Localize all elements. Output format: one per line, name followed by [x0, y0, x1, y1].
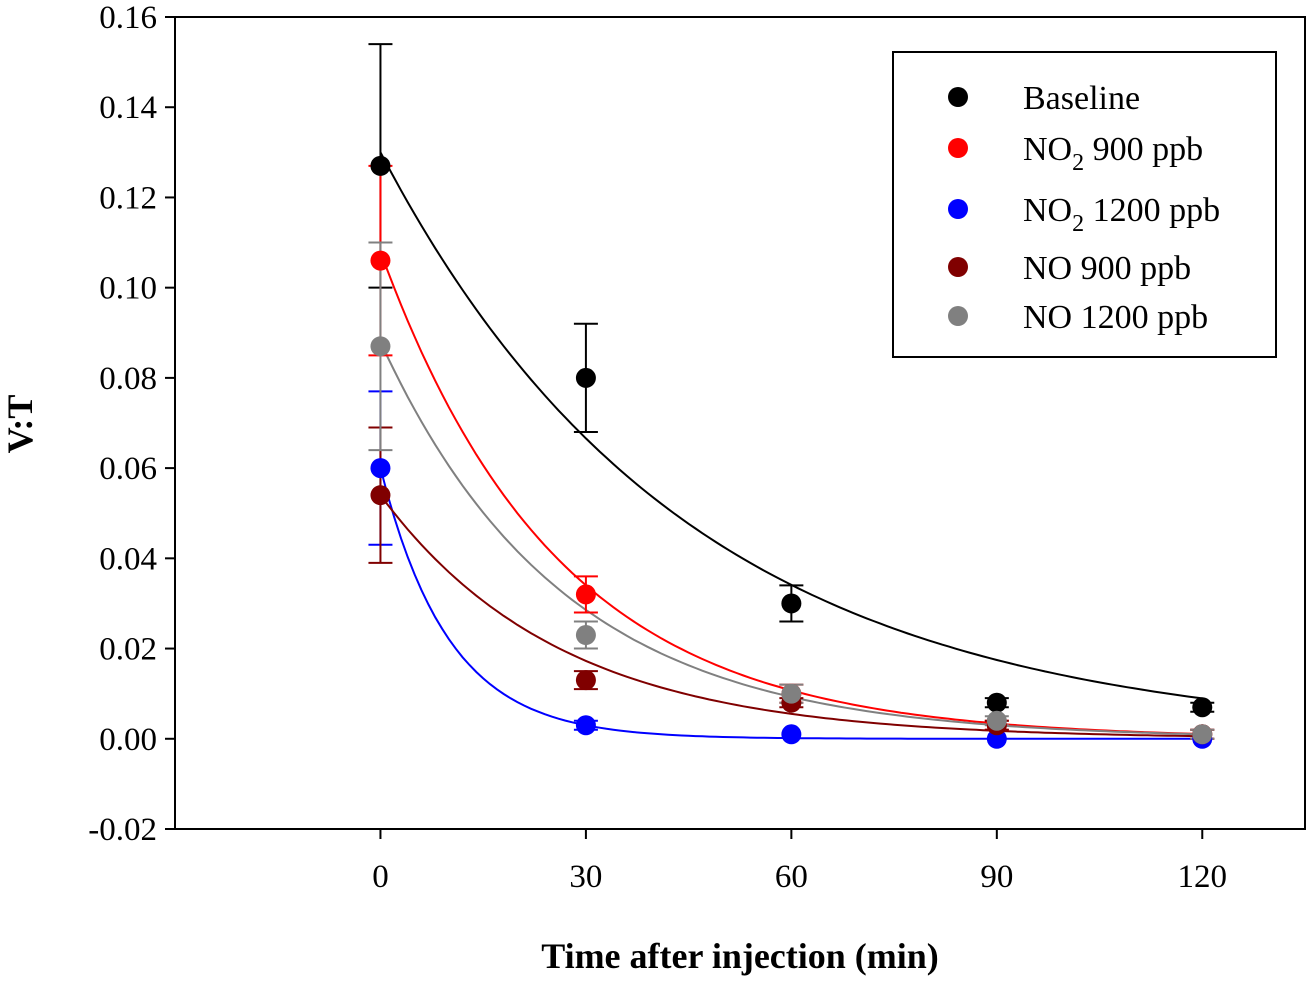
- data-point: [370, 155, 391, 176]
- data-point: [370, 336, 391, 357]
- fit-curve: [379, 341, 1203, 736]
- legend-marker: [948, 306, 968, 326]
- y-tick-label: 0.10: [99, 271, 157, 307]
- x-tick-label: 0: [372, 859, 389, 895]
- y-tick-label: 0.14: [99, 90, 157, 126]
- legend-label: NO2 900 ppb: [1023, 131, 1203, 176]
- x-axis-title: Time after injection (min): [541, 936, 939, 976]
- legend-marker: [948, 199, 968, 219]
- legend-label: NO 900 ppb: [1023, 250, 1191, 287]
- data-point: [370, 250, 391, 271]
- data-point: [370, 485, 391, 506]
- legend-label: NO 1200 ppb: [1023, 299, 1208, 336]
- plot-frame: [174, 16, 1306, 830]
- data-point: [986, 692, 1007, 713]
- legend-label: NO2 1200 ppb: [1023, 192, 1220, 237]
- fit-curve: [379, 494, 1203, 738]
- legend-marker: [948, 257, 968, 277]
- y-tick-label: -0.02: [88, 812, 157, 848]
- data-point: [1192, 724, 1213, 745]
- data-point: [575, 625, 596, 646]
- y-tick-label: 0.02: [99, 632, 157, 668]
- data-point: [1192, 697, 1213, 718]
- y-tick-label: 0.16: [99, 0, 157, 36]
- x-tick-label: 60: [775, 859, 808, 895]
- x-tick-label: 120: [1178, 859, 1228, 895]
- y-tick-label: 0.06: [99, 451, 157, 487]
- data-point: [575, 584, 596, 605]
- data-point: [575, 670, 596, 691]
- y-axis-title: V:T: [0, 395, 40, 454]
- data-point: [781, 724, 802, 745]
- y-tick-label: 0.12: [99, 180, 157, 216]
- legend-label: Baseline: [1023, 80, 1140, 117]
- y-tick-label: 0.04: [99, 541, 157, 577]
- data-point: [370, 458, 391, 479]
- y-tick-label: 0.00: [99, 722, 157, 758]
- legend-marker: [948, 138, 968, 158]
- data-point: [986, 710, 1007, 731]
- data-point: [575, 715, 596, 736]
- data-point: [575, 367, 596, 388]
- legend: Baseline NO2 900 ppb NO2 1200 ppb NO 900 pp…: [892, 51, 1277, 358]
- data-point: [781, 593, 802, 614]
- x-tick-label: 30: [569, 859, 602, 895]
- x-tick-label: 90: [980, 859, 1013, 895]
- data-point: [781, 683, 802, 704]
- legend-marker: [948, 87, 968, 107]
- y-tick-label: 0.08: [99, 361, 157, 397]
